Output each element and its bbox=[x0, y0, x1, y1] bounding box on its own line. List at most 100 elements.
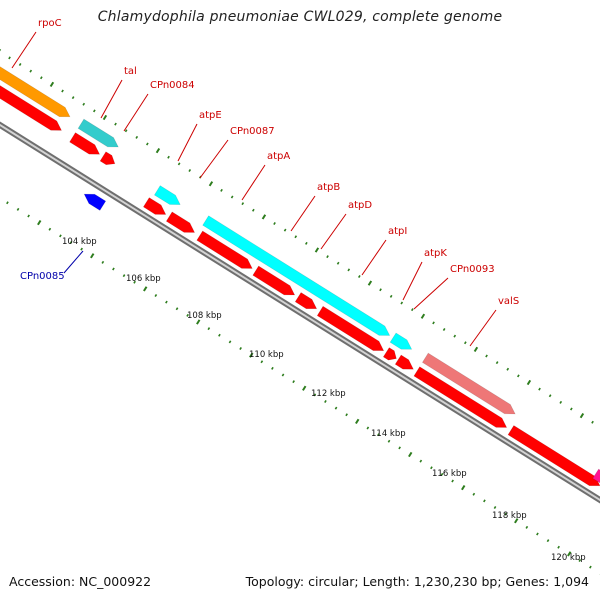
atpK-feature bbox=[390, 333, 412, 349]
major-tick bbox=[316, 248, 319, 252]
ruler-label: 106 kbp bbox=[126, 274, 161, 284]
minor-tick bbox=[136, 136, 137, 138]
minor-tick bbox=[60, 235, 61, 237]
minor-tick bbox=[72, 97, 73, 99]
rpoC-feature bbox=[0, 51, 70, 117]
minor-tick bbox=[549, 395, 550, 397]
minor-tick bbox=[452, 480, 453, 482]
minor-tick bbox=[178, 163, 179, 165]
gene-label: CPn0087 bbox=[230, 126, 275, 137]
minor-tick bbox=[9, 57, 10, 59]
minor-tick bbox=[253, 209, 254, 211]
minor-tick bbox=[454, 335, 455, 337]
minor-tick bbox=[166, 301, 167, 303]
minor-tick bbox=[295, 236, 296, 238]
minor-tick bbox=[547, 540, 548, 542]
minor-tick bbox=[293, 381, 294, 383]
leader-line bbox=[124, 94, 148, 131]
minor-tick bbox=[537, 533, 538, 535]
minor-tick bbox=[147, 143, 148, 145]
atpE-feature bbox=[154, 186, 180, 205]
minor-tick bbox=[401, 302, 402, 304]
gene-label: atpD bbox=[348, 200, 372, 211]
major-tick bbox=[303, 386, 306, 390]
leader-line bbox=[200, 140, 228, 178]
major-tick bbox=[104, 115, 107, 119]
major-tick bbox=[91, 254, 94, 258]
minor-tick bbox=[83, 103, 84, 105]
ruler-label: 104 kbp bbox=[62, 237, 97, 247]
minor-tick bbox=[306, 242, 307, 244]
minor-tick bbox=[284, 229, 285, 231]
gene-label: atpI bbox=[388, 226, 407, 237]
leader-line bbox=[414, 278, 448, 309]
ruler-label: 110 kbp bbox=[249, 350, 284, 360]
label-leader-lines bbox=[12, 32, 496, 346]
minor-tick bbox=[473, 493, 474, 495]
atpD-cds bbox=[295, 293, 317, 309]
minor-tick bbox=[380, 289, 381, 291]
minor-tick bbox=[486, 355, 487, 357]
minor-tick bbox=[590, 566, 591, 568]
minor-tick bbox=[274, 222, 275, 224]
minor-tick bbox=[539, 388, 540, 390]
major-tick bbox=[422, 314, 425, 318]
minor-tick bbox=[571, 408, 572, 410]
gene-label: CPn0085 bbox=[20, 271, 65, 282]
minor-tick bbox=[348, 269, 349, 271]
minor-tick bbox=[125, 130, 126, 132]
minor-tick bbox=[17, 208, 18, 210]
minor-tick bbox=[189, 169, 190, 171]
minor-tick bbox=[337, 262, 338, 264]
minor-tick bbox=[346, 414, 347, 416]
backbone-outer bbox=[0, 104, 600, 532]
major-tick bbox=[144, 287, 147, 291]
minor-tick bbox=[325, 400, 326, 402]
minor-tick bbox=[94, 110, 95, 112]
minor-tick bbox=[494, 506, 495, 508]
leader-line bbox=[101, 80, 122, 118]
minor-tick bbox=[62, 90, 63, 92]
minor-tick bbox=[359, 275, 360, 277]
gene-label: atpK bbox=[424, 248, 447, 259]
cpn0085-cds bbox=[84, 194, 106, 210]
gene-label: atpA bbox=[267, 151, 290, 162]
minor-tick bbox=[560, 401, 561, 403]
atpA-feature bbox=[203, 216, 390, 336]
ruler-label: 118 kbp bbox=[492, 511, 527, 521]
minor-tick bbox=[155, 294, 156, 296]
minor-tick bbox=[176, 308, 177, 310]
minor-tick bbox=[272, 367, 273, 369]
major-tick bbox=[581, 413, 584, 417]
major-tick bbox=[475, 347, 478, 351]
minor-tick bbox=[41, 77, 42, 79]
major-tick bbox=[356, 419, 359, 423]
minor-tick bbox=[399, 447, 400, 449]
minor-tick bbox=[507, 368, 508, 370]
downstream-cds bbox=[508, 426, 600, 486]
minor-tick bbox=[261, 361, 262, 363]
leader-line bbox=[321, 214, 346, 249]
major-tick bbox=[462, 486, 465, 490]
minor-tick bbox=[526, 526, 527, 528]
map-title: Chlamydophila pneumoniae CWL029, complet… bbox=[0, 9, 600, 25]
major-tick bbox=[369, 281, 372, 285]
backbone-highlight bbox=[0, 104, 600, 532]
minor-tick bbox=[81, 248, 82, 250]
gene-label: CPn0084 bbox=[150, 80, 195, 91]
leader-line bbox=[403, 262, 422, 300]
minor-tick bbox=[123, 275, 124, 277]
minor-tick bbox=[28, 215, 29, 217]
minor-tick bbox=[49, 228, 50, 230]
ruler-label: 108 kbp bbox=[187, 311, 222, 321]
minor-tick bbox=[388, 440, 389, 442]
minor-tick bbox=[335, 407, 336, 409]
leader-line bbox=[362, 240, 386, 275]
minor-tick bbox=[420, 460, 421, 462]
leader-line bbox=[242, 165, 265, 200]
minor-tick bbox=[208, 328, 209, 330]
major-tick bbox=[38, 221, 41, 225]
minor-tick bbox=[558, 546, 559, 548]
